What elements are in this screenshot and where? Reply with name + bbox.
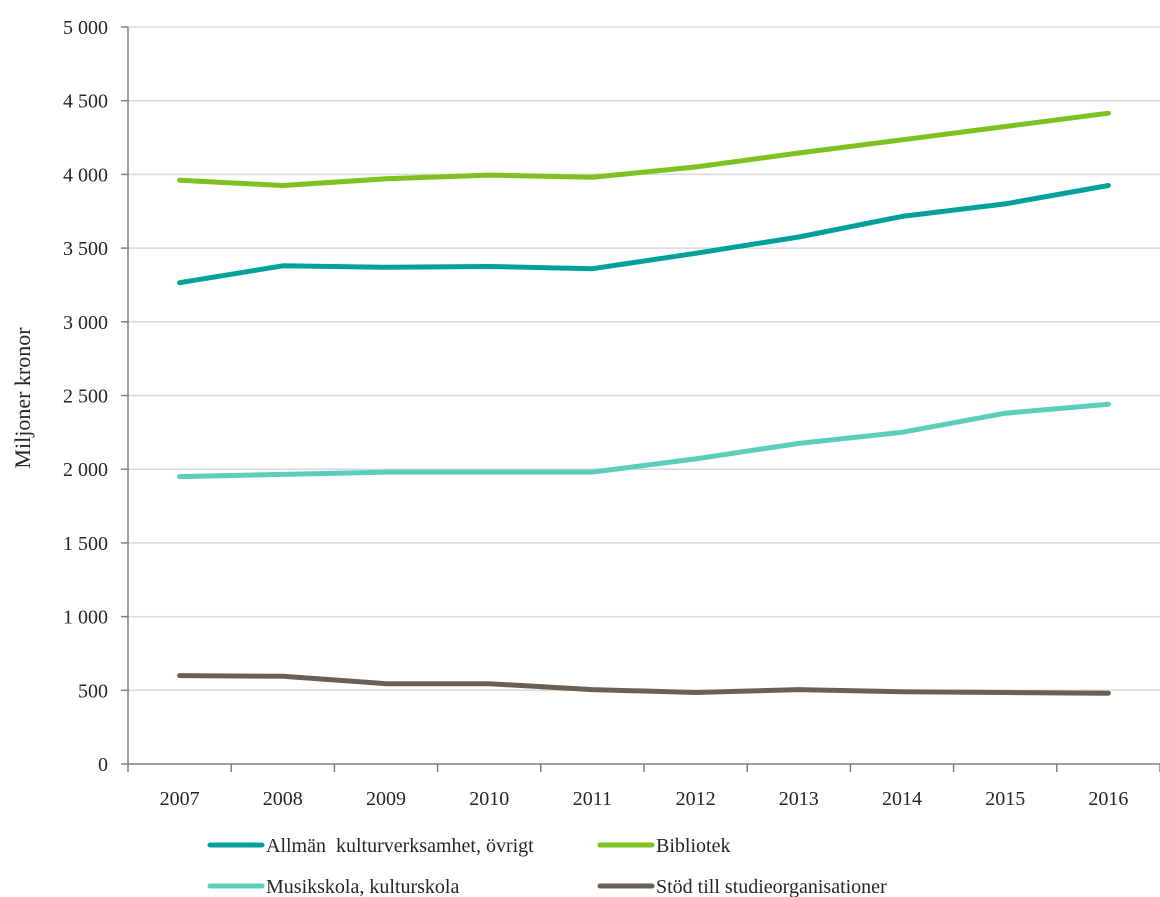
x-tick-label: 2008 xyxy=(263,788,303,810)
y-tick-label: 3 500 xyxy=(63,238,108,260)
y-tick-label: 1 000 xyxy=(63,607,108,629)
y-axis-title: Miljoner kronor xyxy=(10,327,35,469)
series-line-2 xyxy=(177,110,1111,188)
gridlines xyxy=(128,26,1160,692)
x-tick-label: 2009 xyxy=(366,788,406,810)
x-tick-label: 2007 xyxy=(160,788,200,810)
x-tick-label: 2013 xyxy=(779,788,819,810)
y-tick-label: 3 000 xyxy=(63,312,108,334)
y-tick-label: 2 000 xyxy=(63,459,108,481)
y-tick-label: 1 500 xyxy=(63,533,108,555)
x-tick-label: 2012 xyxy=(676,788,716,810)
y-tick-label: 2 500 xyxy=(63,386,108,408)
y-tick-label: 500 xyxy=(78,680,108,702)
series-line-4 xyxy=(177,673,1111,696)
x-tick-label: 2011 xyxy=(573,788,612,810)
x-tick-label: 2010 xyxy=(469,788,509,810)
y-tick-label: 4 500 xyxy=(63,91,108,113)
x-tick-label: 2014 xyxy=(882,788,922,810)
y-tick-label: 0 xyxy=(98,754,108,776)
legend-label-4: Stöd till studieorganisationer xyxy=(656,876,887,897)
series-line-1 xyxy=(177,183,1111,286)
y-tick-label: 5 000 xyxy=(63,17,108,39)
legend-label-1: Allmän kulturverksamhet, övrigt xyxy=(266,835,534,857)
y-tick-label: 4 000 xyxy=(63,164,108,186)
legend-label-3: Musikskola, kulturskola xyxy=(266,876,459,897)
x-tick-label: 2015 xyxy=(985,788,1025,810)
y-axis-ticks: 0 500 1 000 1 500 2 000 2 500 3 000 3 500 4 000 4… xyxy=(63,17,108,776)
axes xyxy=(121,26,1160,772)
x-tick-label: 2016 xyxy=(1088,788,1128,810)
series-lines xyxy=(177,110,1111,696)
x-axis-ticks: 2007 2008 2009 2010 2011 2012 2013 2014 2015 2016 xyxy=(160,788,1129,810)
legend: Allmän kulturverksamhet, övrigt Bibliotek… xyxy=(207,835,887,897)
series-line-3 xyxy=(177,401,1111,480)
legend-label-2: Bibliotek xyxy=(656,835,730,857)
